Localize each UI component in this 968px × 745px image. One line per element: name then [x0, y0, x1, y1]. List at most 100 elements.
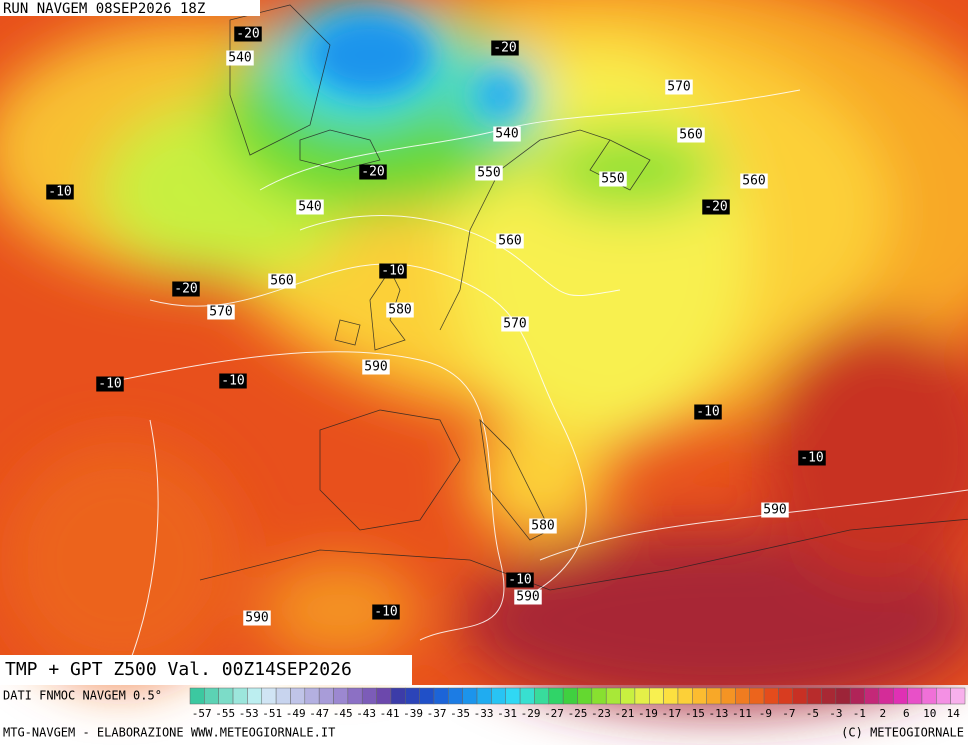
tmp-label-box — [372, 604, 400, 620]
scale-swatch — [692, 687, 707, 705]
scale-label: -53 — [239, 707, 259, 720]
scale-swatch — [936, 687, 951, 705]
scale-swatch — [247, 687, 263, 705]
tmp-label: -10 — [221, 374, 244, 389]
gph-label-box — [514, 589, 542, 605]
tmp-label-box — [359, 164, 387, 180]
tmp-label: -10 — [48, 185, 71, 200]
gph-label: 540 — [495, 127, 518, 142]
scale-swatch — [275, 687, 291, 705]
scale-label: -51 — [262, 707, 282, 720]
scale-label: -11 — [732, 707, 752, 720]
scale-label: -19 — [638, 707, 658, 720]
tmp-label-box — [219, 373, 247, 389]
scale-label: -9 — [759, 707, 772, 720]
scale-label: -33 — [474, 707, 494, 720]
scale-label: -27 — [544, 707, 564, 720]
gph-label-box — [761, 502, 789, 518]
scale-swatch — [706, 687, 722, 705]
scale-label: -5 — [806, 707, 819, 720]
header-box — [0, 0, 260, 16]
gph-label: 560 — [742, 174, 765, 189]
scale-swatch — [864, 687, 880, 705]
scale-swatch — [448, 687, 463, 705]
scale-swatch — [907, 687, 923, 705]
scale-swatch — [763, 687, 779, 705]
scale-swatch — [534, 687, 550, 705]
gph-label: 560 — [498, 234, 521, 249]
scale-swatch — [290, 687, 306, 705]
scale-label: -43 — [356, 707, 376, 720]
scale-label: -21 — [615, 707, 635, 720]
scale-label: -17 — [662, 707, 682, 720]
product-title: TMP + GPT Z500 Val. 00Z14SEP2026 — [5, 659, 352, 680]
gph-label: 540 — [298, 200, 321, 215]
tmp-label: -10 — [800, 451, 823, 466]
gph-label: 590 — [763, 503, 786, 518]
scale-swatch — [950, 687, 966, 705]
gph-label-box — [243, 610, 271, 626]
scale-swatch — [620, 687, 636, 705]
gph-label: 590 — [516, 590, 539, 605]
scale-swatch — [562, 687, 578, 705]
scale-swatch — [649, 687, 664, 705]
scale-label: -3 — [829, 707, 842, 720]
gph-label-box — [386, 302, 414, 318]
scale-swatch — [634, 687, 650, 705]
scale-swatch — [189, 687, 205, 705]
scale-label: -39 — [403, 707, 423, 720]
gph-label-box — [296, 199, 324, 215]
scale-label: -15 — [685, 707, 705, 720]
scale-swatch — [347, 687, 363, 705]
scale-swatch — [821, 687, 837, 705]
gph-label: 560 — [270, 274, 293, 289]
tmp-label: -10 — [98, 377, 121, 392]
scale-swatch — [505, 687, 521, 705]
scale-swatch — [376, 687, 392, 705]
scale-label: -55 — [215, 707, 235, 720]
scale-swatch — [405, 687, 420, 705]
scale-swatch — [720, 687, 736, 705]
scale-swatch — [261, 687, 277, 705]
tmp-label-box — [234, 26, 262, 42]
gph-label: 550 — [477, 166, 500, 181]
scale-label: -45 — [333, 707, 353, 720]
scale-swatch — [232, 687, 248, 705]
tmp-label-box — [46, 184, 74, 200]
tmp-label: -20 — [361, 165, 384, 180]
scale-swatch — [390, 687, 406, 705]
scale-swatch — [519, 687, 535, 705]
scale-label: -1 — [853, 707, 866, 720]
scale-swatch — [476, 687, 492, 705]
scale-label: -37 — [427, 707, 447, 720]
run-title: RUN NAVGEM 08SEP2026 18Z — [3, 1, 205, 17]
scale-swatch — [491, 687, 506, 705]
gph-label: 590 — [245, 611, 268, 626]
scale-swatch — [806, 687, 822, 705]
gph-label-box — [475, 165, 503, 181]
scale-label: -29 — [521, 707, 541, 720]
gph-label-box — [207, 304, 235, 320]
scale-swatch — [318, 687, 334, 705]
scale-swatch — [735, 687, 750, 705]
gph-label: 570 — [667, 80, 690, 95]
scale-swatch — [878, 687, 894, 705]
gph-label: 540 — [228, 51, 251, 66]
scale-swatch — [462, 687, 478, 705]
scale-swatch — [792, 687, 808, 705]
scale-label: 14 — [947, 707, 961, 720]
gph-label-box — [501, 316, 529, 332]
gph-label-box — [226, 50, 254, 66]
copyright-label: (C) METEOGIORNALE — [841, 726, 964, 740]
tmp-label: -20 — [493, 41, 516, 56]
scale-swatch — [204, 687, 219, 705]
gph-label-box — [665, 79, 693, 95]
gph-label: 580 — [531, 519, 554, 534]
tmp-label-box — [379, 263, 407, 279]
scale-swatch — [849, 687, 865, 705]
scale-swatch — [361, 687, 377, 705]
gph-label-box — [740, 173, 768, 189]
scale-swatch — [304, 687, 320, 705]
tmp-label-box — [506, 572, 534, 588]
tmp-label: -20 — [174, 282, 197, 297]
